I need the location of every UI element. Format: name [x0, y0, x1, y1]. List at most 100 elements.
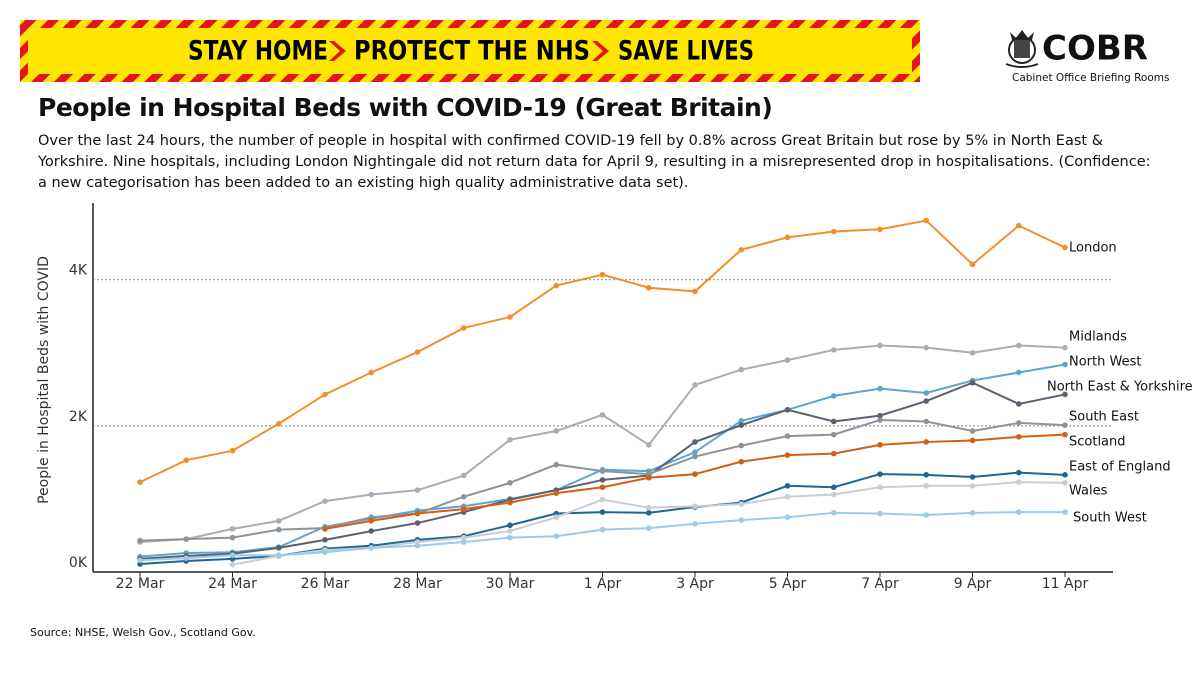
- point: [275, 518, 282, 524]
- point: [322, 391, 328, 398]
- point: [414, 510, 421, 517]
- x-tick-label: 1 Apr: [584, 576, 622, 592]
- point: [507, 522, 513, 529]
- point: [830, 347, 837, 353]
- banner: [28, 28, 912, 74]
- point: [1062, 361, 1068, 368]
- point: [507, 528, 513, 534]
- point: [784, 234, 791, 241]
- point: [1015, 434, 1022, 440]
- point: [137, 479, 143, 485]
- y-axis-label: People in Hospital Beds with COVID: [36, 256, 52, 504]
- point: [414, 542, 421, 549]
- point: [923, 439, 930, 445]
- point: [1062, 480, 1068, 486]
- point: [784, 406, 791, 413]
- point: [923, 344, 930, 351]
- point: [599, 468, 606, 474]
- point: [599, 509, 606, 515]
- point: [599, 412, 606, 418]
- point: [599, 496, 606, 503]
- x-tick-label: 7 Apr: [861, 576, 899, 592]
- point: [1015, 469, 1022, 476]
- point: [645, 504, 652, 511]
- point: [275, 545, 282, 551]
- point: [1015, 420, 1022, 426]
- point: [1062, 509, 1068, 515]
- point: [830, 450, 837, 457]
- point: [368, 545, 375, 551]
- point: [692, 382, 698, 388]
- series-label: South East: [1069, 410, 1139, 425]
- x-tick-label: 9 Apr: [954, 576, 992, 592]
- point: [738, 458, 745, 465]
- point: [322, 498, 328, 504]
- crest: [1005, 30, 1039, 68]
- point: [599, 526, 606, 533]
- point: [507, 534, 513, 541]
- point: [923, 217, 930, 224]
- point: [923, 390, 930, 396]
- chart-subtitle: Over the last 24 hours, the number of pe…: [38, 133, 1151, 191]
- point: [692, 453, 698, 460]
- point: [784, 493, 791, 500]
- banner-text: PROTECT THE NHS: [354, 36, 590, 67]
- x-tick-label: 11 Apr: [1042, 576, 1089, 592]
- point: [507, 436, 513, 443]
- y-tick-label: 0K: [69, 555, 88, 571]
- point: [923, 398, 930, 404]
- x-tick-label: 24 Mar: [208, 576, 257, 592]
- point: [414, 487, 421, 493]
- series-line: [324, 433, 1066, 530]
- point: [969, 379, 976, 386]
- series-label: London: [1069, 241, 1117, 256]
- point: [1062, 344, 1068, 351]
- point: [507, 499, 513, 506]
- point: [553, 282, 560, 289]
- point: [368, 528, 375, 534]
- banner-text: STAY HOME: [188, 36, 328, 67]
- point: [1062, 391, 1068, 398]
- point: [738, 501, 745, 507]
- point: [923, 418, 930, 425]
- point: [738, 366, 745, 373]
- series-label: Wales: [1069, 484, 1108, 499]
- point: [183, 457, 190, 464]
- point: [183, 536, 190, 542]
- point: [645, 474, 652, 481]
- point: [645, 510, 652, 516]
- point: [229, 552, 236, 558]
- point: [692, 288, 698, 295]
- point: [738, 422, 745, 428]
- point: [322, 526, 328, 532]
- point: [414, 520, 421, 526]
- point: [183, 555, 190, 561]
- point: [137, 557, 143, 564]
- point: [784, 482, 791, 489]
- point: [969, 261, 976, 268]
- logo-subtitle: Cabinet Office Briefing Rooms: [1012, 72, 1169, 84]
- point: [877, 412, 883, 419]
- point: [599, 484, 606, 491]
- point: [830, 491, 837, 498]
- point: [1062, 422, 1068, 428]
- point: [275, 420, 282, 427]
- point: [507, 314, 513, 320]
- point: [460, 493, 467, 500]
- point: [645, 525, 652, 531]
- point: [553, 461, 560, 468]
- point: [969, 437, 976, 444]
- x-tick-label: 5 Apr: [769, 576, 807, 592]
- point: [1062, 431, 1068, 438]
- point: [877, 226, 883, 233]
- point: [460, 472, 467, 479]
- series-label: North West: [1069, 355, 1141, 370]
- series-label: Midlands: [1069, 330, 1127, 345]
- point: [322, 537, 328, 543]
- point: [507, 480, 513, 486]
- point: [692, 471, 698, 477]
- point: [830, 228, 837, 235]
- point: [969, 349, 976, 356]
- point: [784, 357, 791, 363]
